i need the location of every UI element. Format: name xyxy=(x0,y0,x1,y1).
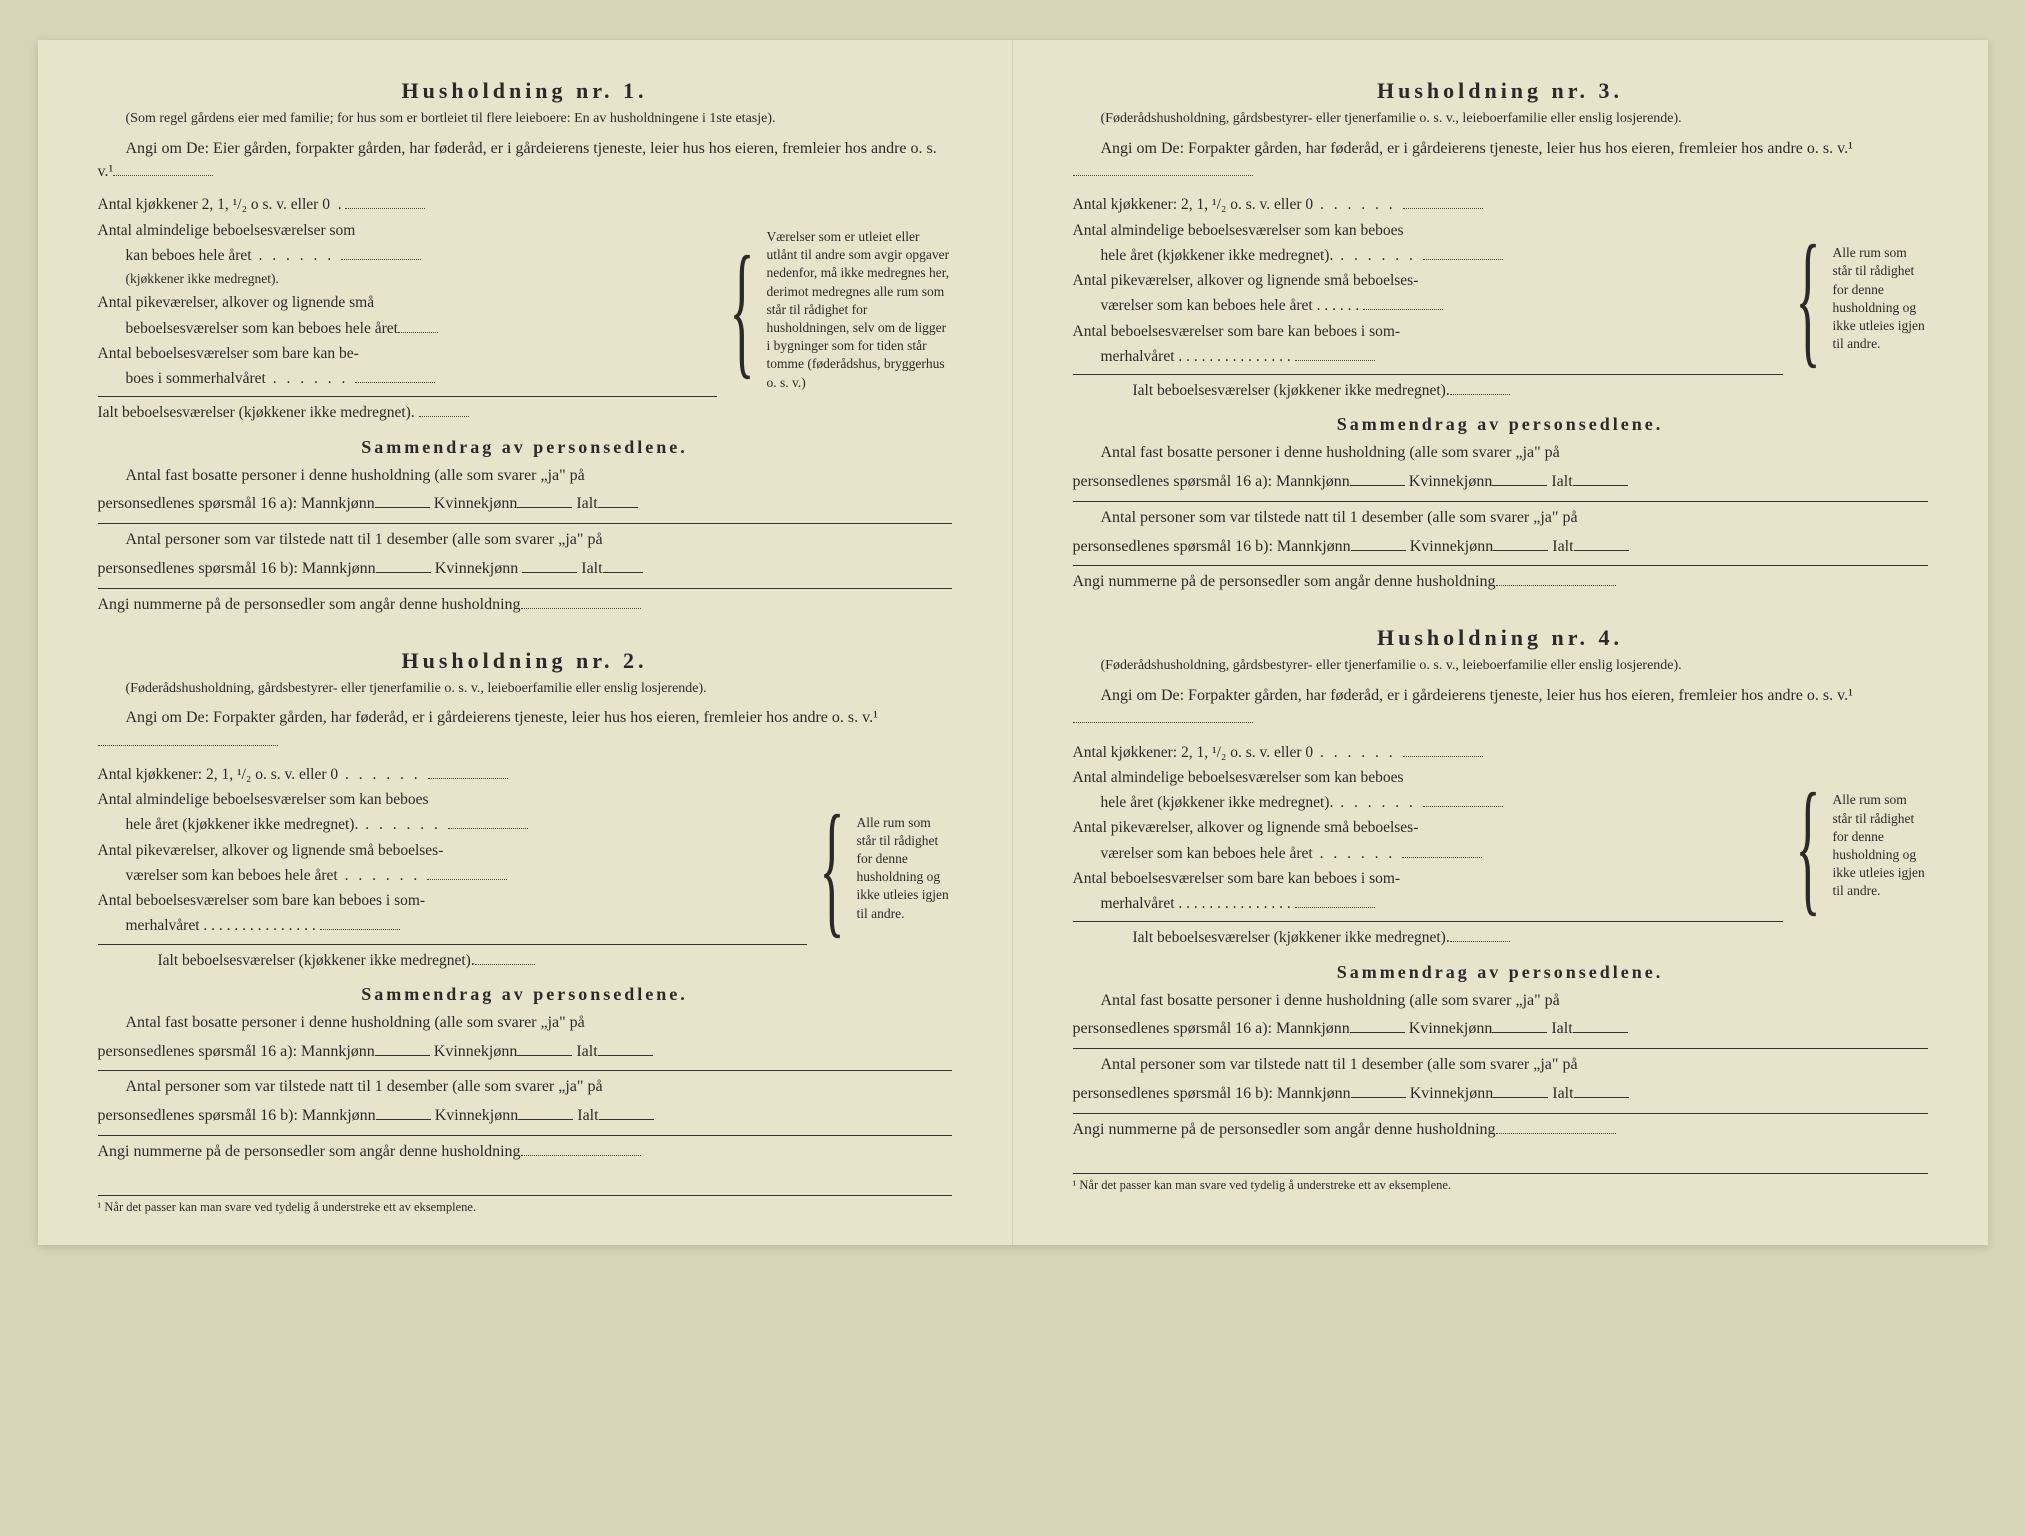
angi-line: Angi om De: Forpakter gården, har føderå… xyxy=(1073,137,1928,183)
brace-icon: { xyxy=(1795,794,1820,899)
household-subtitle: (Føderådshusholdning, gårdsbestyrer- ell… xyxy=(98,680,952,699)
household-3: Husholdning nr. 3. (Føderådshusholdning,… xyxy=(1073,78,1928,595)
questions-left: Antal kjøkkener: 2, 1, ¹/₂ o. s. v. elle… xyxy=(98,763,807,974)
sammendrag-body: Antal fast bosatte personer i denne hush… xyxy=(98,1011,952,1165)
angi-line: Angi om De: Eier gården, forpakter gårde… xyxy=(98,137,952,183)
brace-icon: { xyxy=(819,816,844,921)
household-subtitle: (Som regel gårdens eier med familie; for… xyxy=(98,110,952,129)
questions-block: Antal kjøkkener 2, 1, ¹/₂ o s. v. eller … xyxy=(98,193,952,426)
household-1: Husholdning nr. 1. (Som regel gårdens ei… xyxy=(98,78,952,618)
sammendrag-title: Sammendrag av personsedlene. xyxy=(1073,962,1928,983)
household-subtitle: (Føderådshusholdning, gårdsbestyrer- ell… xyxy=(1073,110,1928,129)
questions-left: Antal kjøkkener 2, 1, ¹/₂ o s. v. eller … xyxy=(98,193,717,426)
footnote: ¹ Når det passer kan man svare ved tydel… xyxy=(1073,1173,1928,1193)
sammendrag-title: Sammendrag av personsedlene. xyxy=(98,984,952,1005)
sammendrag-body: Antal fast bosatte personer i denne hush… xyxy=(1073,441,1928,595)
questions-block: Antal kjøkkener: 2, 1, ¹/₂ o. s. v. elle… xyxy=(98,763,952,974)
angi-line: Angi om De: Forpakter gården, har føderå… xyxy=(98,706,952,752)
page-left: Husholdning nr. 1. (Som regel gårdens ei… xyxy=(38,40,1013,1245)
household-title: Husholdning nr. 1. xyxy=(98,78,952,104)
sidenote: Alle rum som står til rådighet for denne… xyxy=(1833,244,1928,353)
footnote: ¹ Når det passer kan man svare ved tydel… xyxy=(98,1195,952,1215)
sammendrag-title: Sammendrag av personsedlene. xyxy=(98,437,952,458)
sidenote: Alle rum som står til rådighet for denne… xyxy=(857,814,952,923)
sidenote: Alle rum som står til rådighet for denne… xyxy=(1833,791,1928,900)
sammendrag-body: Antal fast bosatte personer i denne hush… xyxy=(1073,989,1928,1143)
sammendrag-title: Sammendrag av personsedlene. xyxy=(1073,414,1928,435)
brace-icon: { xyxy=(1795,246,1820,351)
page-right: Husholdning nr. 3. (Føderådshusholdning,… xyxy=(1013,40,1988,1245)
brace-icon: { xyxy=(729,257,754,362)
questions-left: Antal kjøkkener: 2, 1, ¹/₂ o. s. v. elle… xyxy=(1073,741,1783,952)
sammendrag-body: Antal fast bosatte personer i denne hush… xyxy=(98,464,952,618)
angi-line: Angi om De: Forpakter gården, har føderå… xyxy=(1073,684,1928,730)
document-spread: Husholdning nr. 1. (Som regel gårdens ei… xyxy=(38,40,1988,1245)
household-title: Husholdning nr. 4. xyxy=(1073,625,1928,651)
household-4: Husholdning nr. 4. (Føderådshusholdning,… xyxy=(1073,625,1928,1142)
household-2: Husholdning nr. 2. (Føderådshusholdning,… xyxy=(98,648,952,1165)
questions-block: Antal kjøkkener: 2, 1, ¹/₂ o. s. v. elle… xyxy=(1073,193,1928,404)
household-title: Husholdning nr. 3. xyxy=(1073,78,1928,104)
questions-block: Antal kjøkkener: 2, 1, ¹/₂ o. s. v. elle… xyxy=(1073,741,1928,952)
sidenote: Værelser som er utleiet eller utlånt til… xyxy=(767,228,952,392)
questions-left: Antal kjøkkener: 2, 1, ¹/₂ o. s. v. elle… xyxy=(1073,193,1783,404)
household-title: Husholdning nr. 2. xyxy=(98,648,952,674)
household-subtitle: (Føderådshusholdning, gårdsbestyrer- ell… xyxy=(1073,657,1928,676)
